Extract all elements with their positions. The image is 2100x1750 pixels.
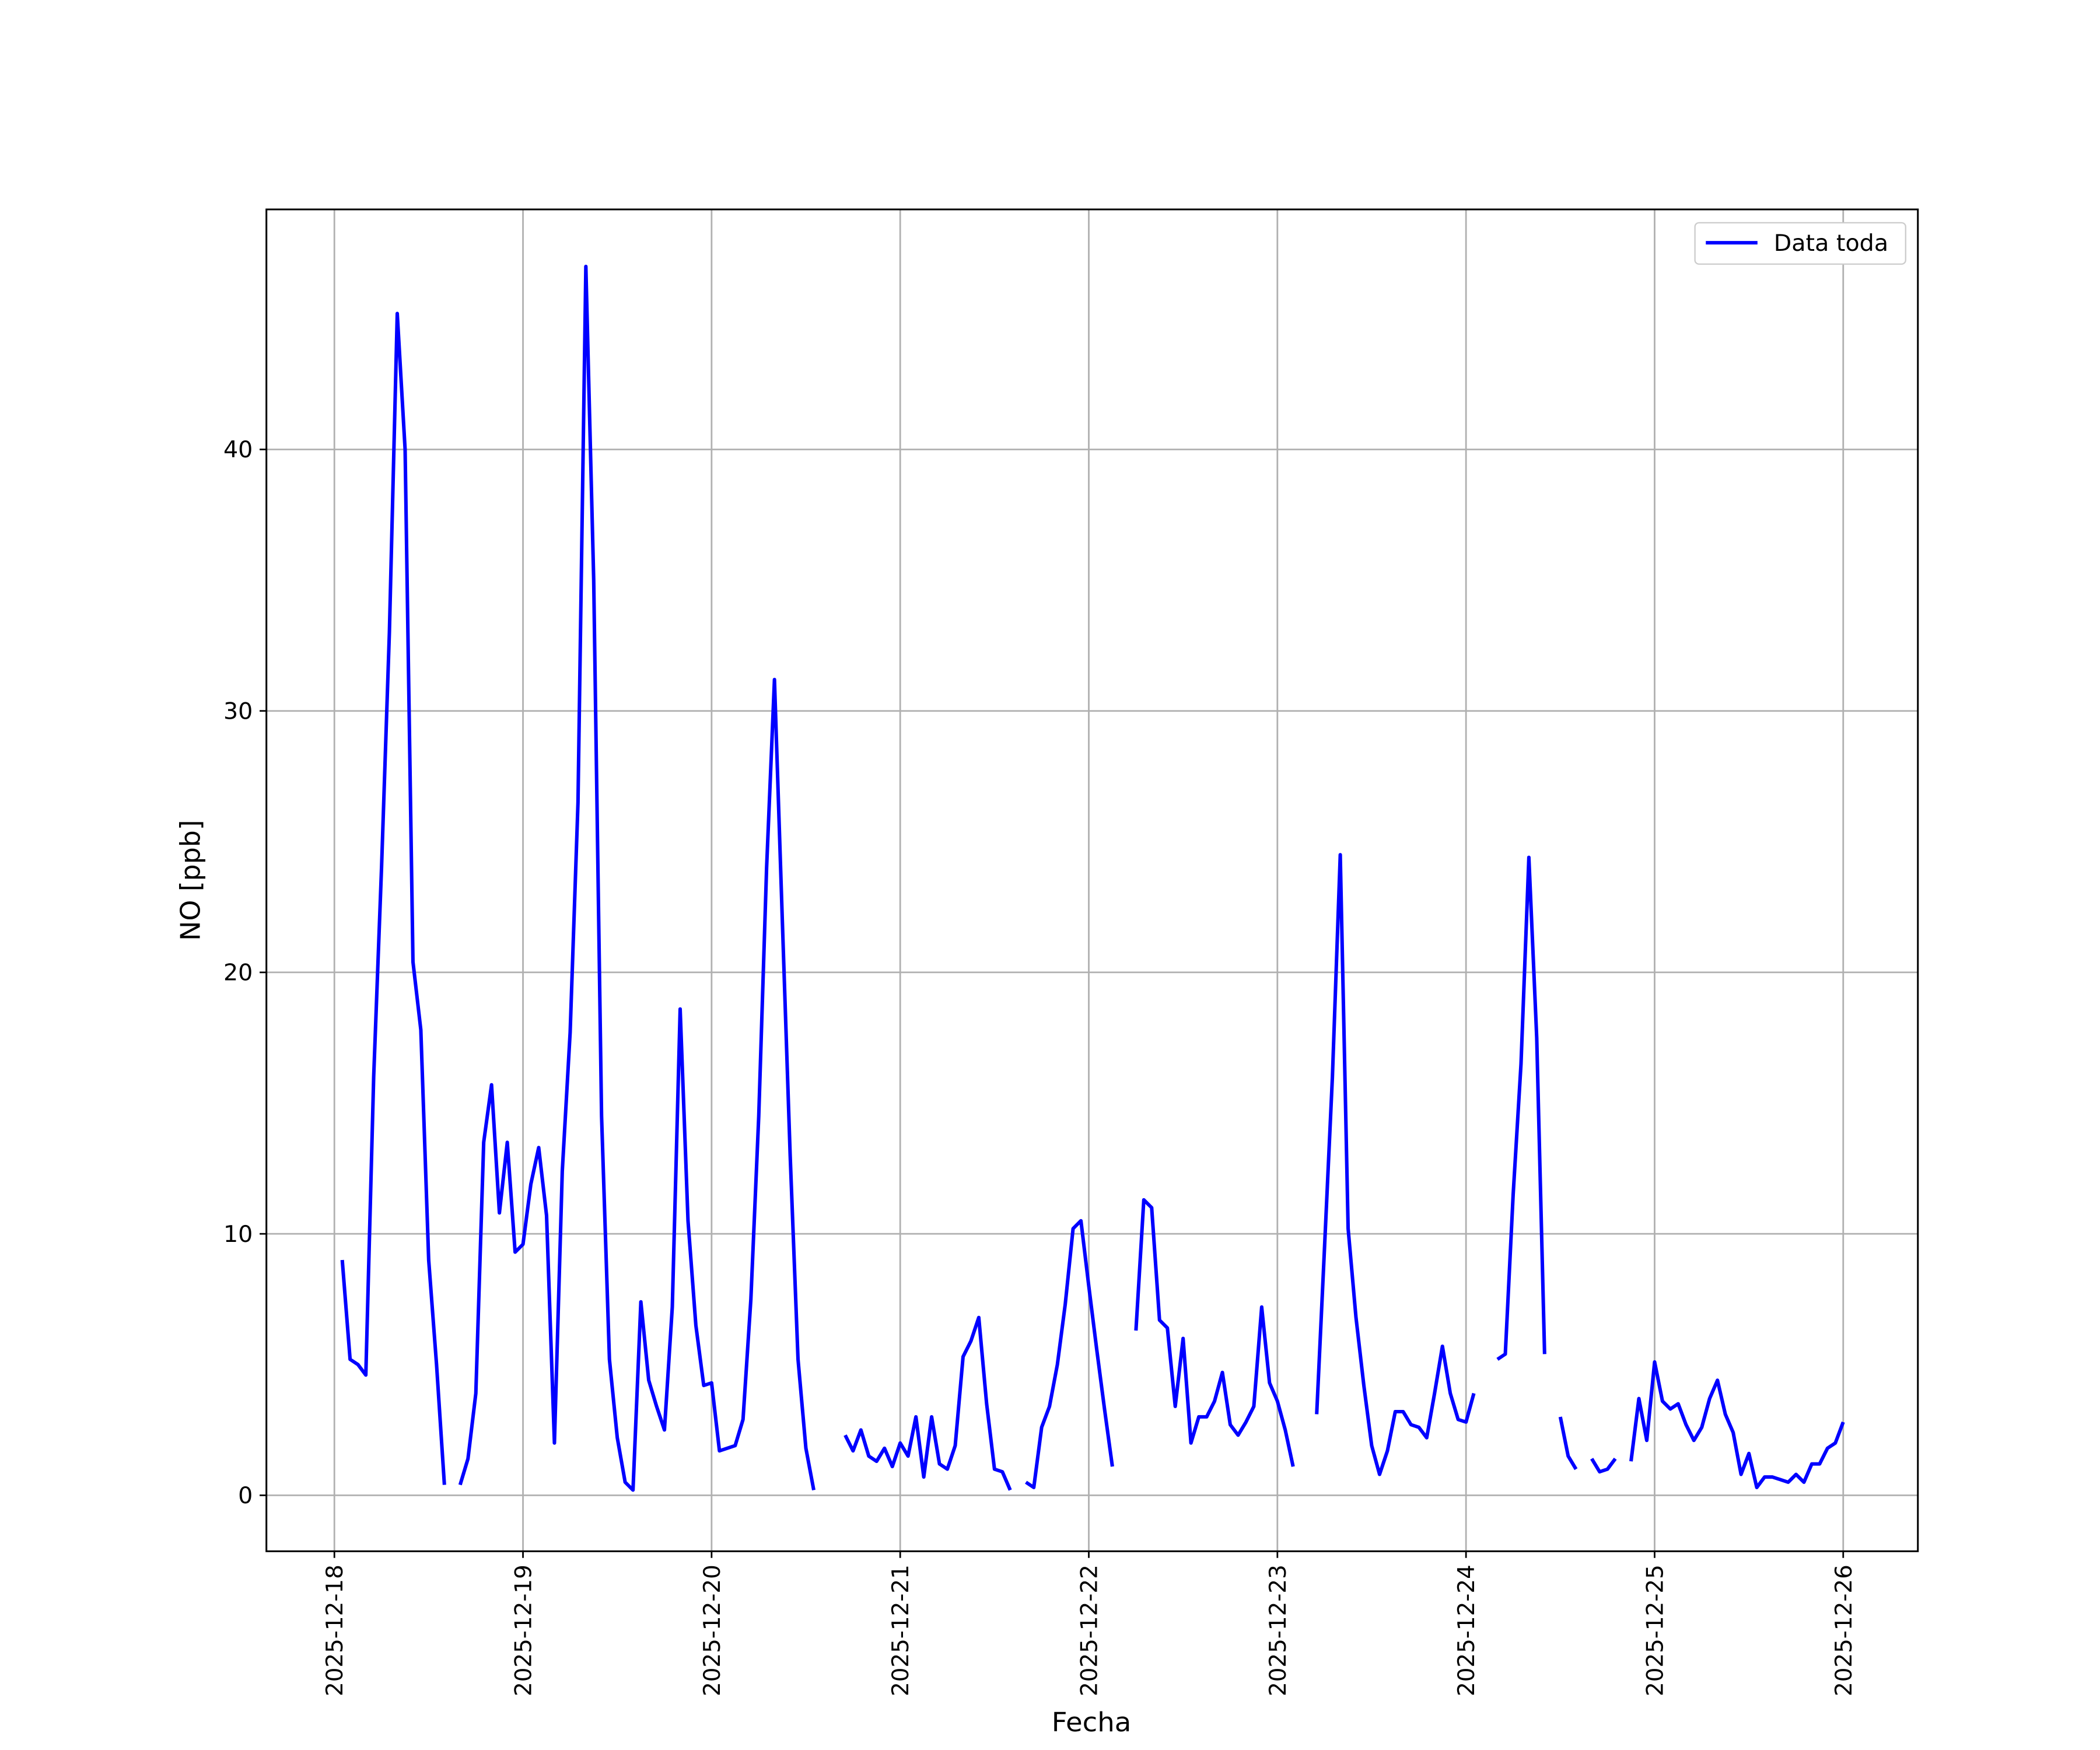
legend: Data toda [1694, 222, 1906, 265]
x-tick-label: 2025-12-19 [510, 1564, 537, 1696]
x-axis-label: Fecha [1052, 1706, 1132, 1737]
y-tick-label: 30 [223, 699, 253, 725]
x-tick-label: 2025-12-18 [322, 1564, 348, 1696]
x-tick-label: 2025-12-20 [699, 1564, 726, 1696]
y-tick-label: 10 [223, 1222, 253, 1248]
y-tick-label: 0 [238, 1483, 253, 1509]
data-line [340, 264, 1845, 1492]
legend-box [1694, 222, 1906, 265]
y-tick-label: 40 [223, 438, 253, 464]
grid [266, 209, 1918, 1552]
y-axis-label: NO [ppb] [174, 820, 206, 940]
x-tick-label: 2025-12-21 [888, 1564, 914, 1696]
plot-area [340, 264, 1845, 1492]
x-tick-label: 2025-12-26 [1831, 1564, 1857, 1696]
x-tick-label: 2025-12-23 [1265, 1564, 1291, 1696]
x-tick-label: 2025-12-22 [1076, 1564, 1102, 1696]
axes-frame [265, 208, 1919, 1552]
x-tick-label: 2025-12-24 [1454, 1564, 1480, 1696]
x-tick-label: 2025-12-25 [1642, 1564, 1668, 1696]
y-tick-label: 20 [223, 960, 253, 986]
legend-label: Data toda [1774, 230, 1888, 257]
